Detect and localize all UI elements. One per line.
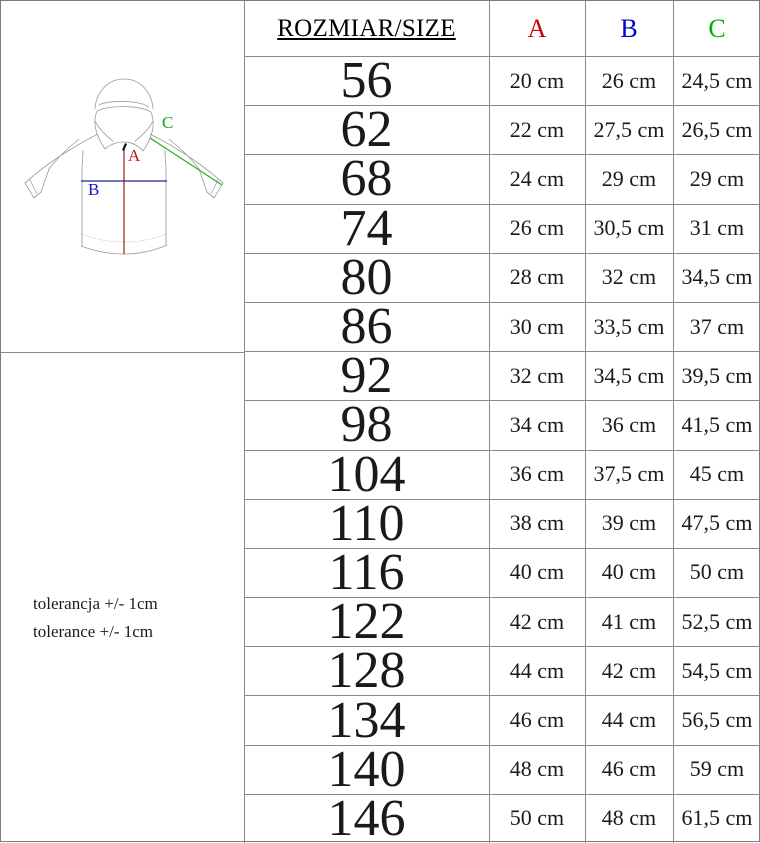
svg-text:C: C	[162, 113, 173, 132]
svg-text:A: A	[128, 146, 141, 165]
svg-text:B: B	[88, 180, 99, 199]
